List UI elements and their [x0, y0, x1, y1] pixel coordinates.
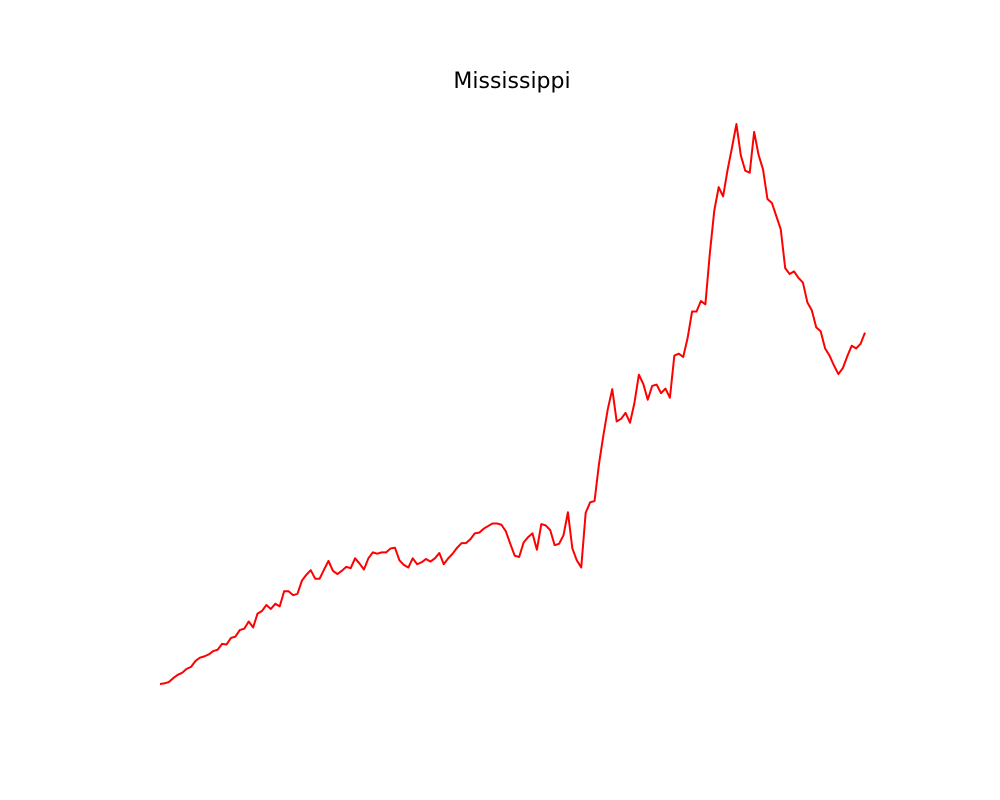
plot-area [159, 123, 866, 685]
series-line [159, 123, 866, 685]
chart-title: Mississippi [453, 69, 570, 94]
